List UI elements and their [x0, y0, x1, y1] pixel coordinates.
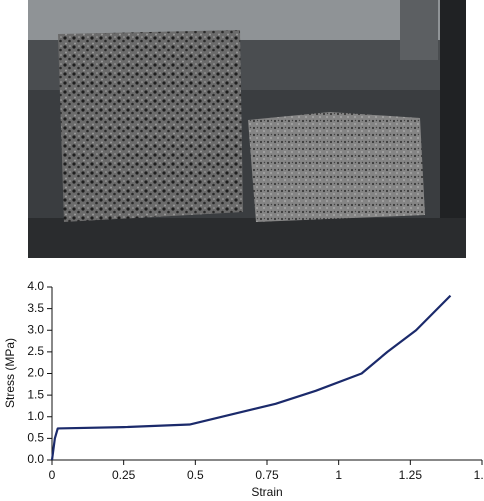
photo — [28, 0, 466, 258]
x-tick-label: 1 — [335, 468, 342, 482]
x-tick-label: 1.25 — [399, 468, 423, 482]
x-tick-label: 0.25 — [112, 468, 136, 482]
y-tick-label: 2.5 — [27, 344, 44, 358]
x-tick-label: 1.5 — [474, 468, 484, 482]
x-tick-label: 0.75 — [255, 468, 279, 482]
data-line — [50, 294, 452, 461]
y-tick-label: 0.0 — [27, 452, 44, 466]
y-tick-label: 3.0 — [27, 322, 44, 336]
y-axis-title: Stress (MPa) — [3, 338, 17, 408]
y-tick-label: 2.0 — [27, 366, 44, 380]
y-tick-label: 4.0 — [27, 279, 44, 293]
y-tick-label: 1.0 — [27, 409, 44, 423]
y-tick-label: 3.5 — [27, 301, 44, 315]
y-tick-label: 1.5 — [27, 387, 44, 401]
x-axis-title: Strain — [251, 485, 282, 499]
x-tick-label: 0.5 — [187, 468, 204, 482]
x-tick-label: 0 — [49, 468, 56, 482]
y-tick-label: 0.5 — [27, 431, 44, 445]
